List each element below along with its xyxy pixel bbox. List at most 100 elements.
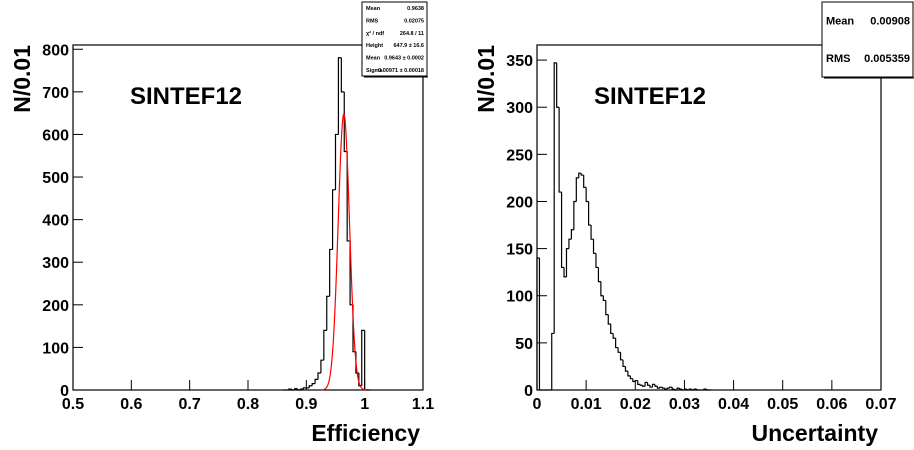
y-tick-label: 250: [506, 147, 533, 164]
annotation: SINTEF12: [594, 83, 706, 110]
histogram-bin: [580, 173, 584, 176]
x-tick-label: 0.5: [62, 396, 84, 413]
histogram-bin: [288, 388, 292, 390]
histogram-bin: [568, 238, 572, 249]
histogram-bin: [632, 378, 636, 383]
stats-label: Mean: [826, 16, 854, 28]
stats-label: Mean: [366, 6, 381, 12]
histogram-bin: [585, 187, 589, 203]
histogram-bin: [326, 295, 330, 331]
y-tick-label: 600: [42, 127, 69, 144]
histogram-bin: [294, 388, 298, 390]
x-axis-title: Uncertainty: [751, 420, 878, 446]
histogram-bin: [311, 383, 316, 386]
histogram-bin: [570, 229, 574, 240]
histogram-bin: [691, 389, 695, 391]
histogram-bin: [317, 372, 321, 380]
stats-label: RMS: [826, 53, 850, 65]
histogram-bin: [340, 57, 345, 93]
y-tick-label: 300: [42, 255, 69, 272]
histogram-bin: [674, 389, 678, 391]
histogram-bin: [538, 258, 542, 391]
stats-label: Mean: [366, 55, 381, 61]
stats-box: [821, 1, 914, 78]
histogram-bin: [642, 385, 646, 387]
histogram-bin: [551, 332, 555, 390]
x-tick-label: 0.02: [620, 396, 651, 413]
stats-label: Sigma: [366, 68, 383, 74]
histogram-bin: [320, 359, 324, 373]
histogram-bin: [558, 107, 562, 193]
histogram-bin: [592, 239, 596, 254]
stats-label: χ² / ndf: [366, 30, 384, 37]
histogram-bin: [637, 380, 641, 385]
histogram-bin: [678, 388, 682, 390]
histogram-bin: [644, 381, 648, 387]
histogram-bin: [681, 389, 685, 391]
x-tick-label: 0.07: [865, 396, 896, 413]
y-tick-label: 200: [506, 194, 533, 211]
histogram-bin: [595, 253, 599, 269]
histogram-bin: [597, 267, 601, 283]
histogram-bin: [556, 62, 560, 108]
histogram-bin: [639, 384, 643, 386]
histogram-bin: [299, 388, 304, 390]
y-tick-label: 300: [506, 100, 533, 117]
y-tick-label: 0: [524, 383, 533, 400]
histogram-bin: [688, 388, 692, 390]
histogram-bin: [617, 347, 621, 353]
stats-value: 0.005359: [864, 53, 910, 65]
x-tick-label: 0: [533, 396, 542, 413]
histogram-bin: [346, 151, 351, 242]
y-tick-label: 150: [506, 242, 533, 259]
histogram-bin: [575, 177, 579, 202]
histogram-bin: [661, 387, 665, 389]
histogram-bin: [343, 91, 348, 153]
histogram-bin: [671, 387, 675, 390]
histogram-bin: [607, 314, 611, 325]
histogram-bin: [659, 386, 663, 389]
x-tick-label: 0.01: [571, 396, 602, 413]
stats-value: 0.02075: [404, 18, 424, 24]
y-tick-label: 400: [42, 213, 69, 230]
histogram-bin: [615, 338, 619, 349]
histogram-bin: [329, 248, 333, 297]
y-tick-label: 700: [42, 85, 69, 102]
stats-value: 0.00908: [870, 16, 910, 28]
histogram-bin: [664, 388, 668, 390]
histogram-bin: [314, 378, 318, 384]
y-tick-label: 350: [506, 53, 533, 70]
x-tick-label: 0.8: [237, 396, 259, 413]
stats-value: 264.8 / 11: [400, 31, 424, 37]
y-tick-label: 200: [42, 298, 69, 315]
histogram-bin: [686, 389, 690, 391]
histogram-bin: [563, 267, 567, 278]
y-tick-label: 100: [42, 340, 69, 357]
histogram-bin: [646, 382, 651, 386]
x-tick-label: 0.7: [179, 396, 201, 413]
histogram-bin: [627, 371, 631, 377]
histogram-bin: [669, 386, 673, 389]
stats-value: 0.9638: [407, 6, 424, 12]
histogram-bin: [649, 385, 653, 388]
x-tick-label: 0.9: [295, 396, 317, 413]
y-tick-label: 0: [60, 383, 69, 400]
histogram-bin: [705, 389, 709, 391]
annotation: SINTEF12: [130, 83, 242, 110]
histogram-bin: [622, 359, 626, 368]
y-tick-label: 500: [42, 170, 69, 187]
fit-curve: [321, 113, 367, 391]
histogram-bin: [629, 375, 633, 380]
histogram-bin: [296, 388, 301, 391]
histogram-bin: [331, 189, 336, 250]
histogram-bin: [302, 387, 307, 390]
stats-label: RMS: [366, 18, 379, 24]
histogram-bin: [651, 383, 655, 388]
histogram-bin: [573, 200, 577, 230]
histogram-bin: [654, 384, 658, 387]
stats-value: 0.9643 ± 0.0002: [384, 55, 424, 61]
x-axis-title: Efficiency: [311, 420, 420, 446]
histogram-bin: [364, 330, 368, 391]
histogram-bin: [612, 333, 616, 339]
